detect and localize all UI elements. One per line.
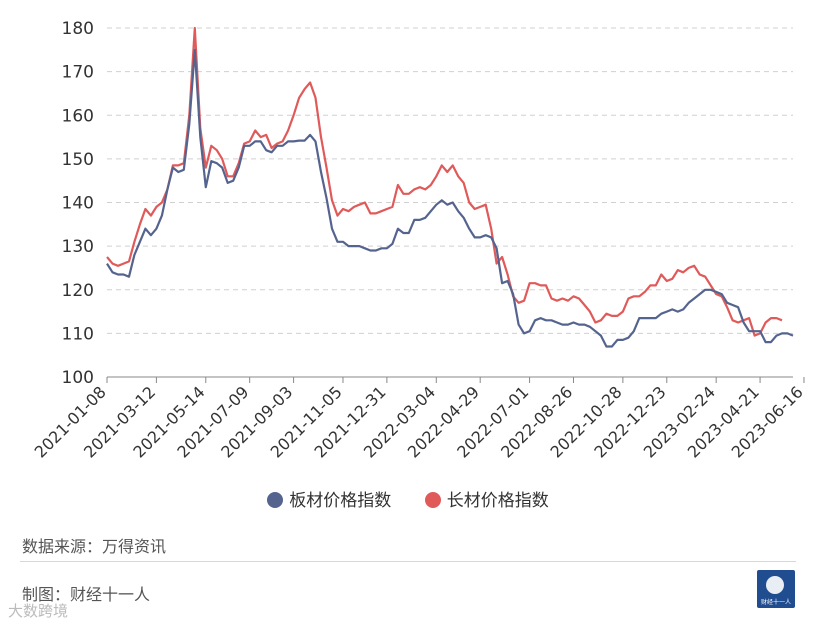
chart-maker-note: 制图：财经十一人 xyxy=(22,585,151,604)
logo-text: 财经十一人 xyxy=(760,599,791,606)
divider xyxy=(20,561,796,562)
y-tick-label: 130 xyxy=(62,237,94,257)
data-source-note: 数据来源：万得资讯 xyxy=(22,537,167,556)
y-tick-label: 120 xyxy=(62,281,94,301)
y-tick-label: 110 xyxy=(62,324,94,344)
x-axis: 2021-01-082021-03-122021-05-142021-07-09… xyxy=(31,377,807,462)
y-tick-label: 140 xyxy=(62,194,94,214)
legend-label-long: 长材价格指数 xyxy=(446,491,549,511)
line-chart: 100 110 120 130 140 150 160 170 180 2021-01-0820… xyxy=(31,19,807,462)
y-tick-label: 100 xyxy=(62,368,94,388)
globe-icon xyxy=(766,576,784,594)
brand-logo: 财经十一人 xyxy=(757,570,795,608)
y-tick-label: 160 xyxy=(62,106,94,126)
watermark: 大数跨境 xyxy=(8,602,69,620)
y-axis: 100 110 120 130 140 150 160 170 180 xyxy=(62,19,94,388)
y-tick-label: 170 xyxy=(62,63,94,83)
y-tick-label: 150 xyxy=(62,150,94,170)
legend-label-plate: 板材价格指数 xyxy=(289,491,392,511)
legend-swatch-plate xyxy=(267,492,284,508)
legend-item-plate: 板材价格指数 xyxy=(267,486,391,511)
series-line-long xyxy=(106,26,783,337)
y-tick-label: 180 xyxy=(62,19,94,39)
chart-legend: 板材价格指数 长材价格指数 xyxy=(0,486,816,511)
legend-item-long: 长材价格指数 xyxy=(424,486,549,511)
series-line-plate xyxy=(106,48,794,348)
series-lines xyxy=(106,26,794,348)
legend-swatch-long xyxy=(424,492,441,508)
